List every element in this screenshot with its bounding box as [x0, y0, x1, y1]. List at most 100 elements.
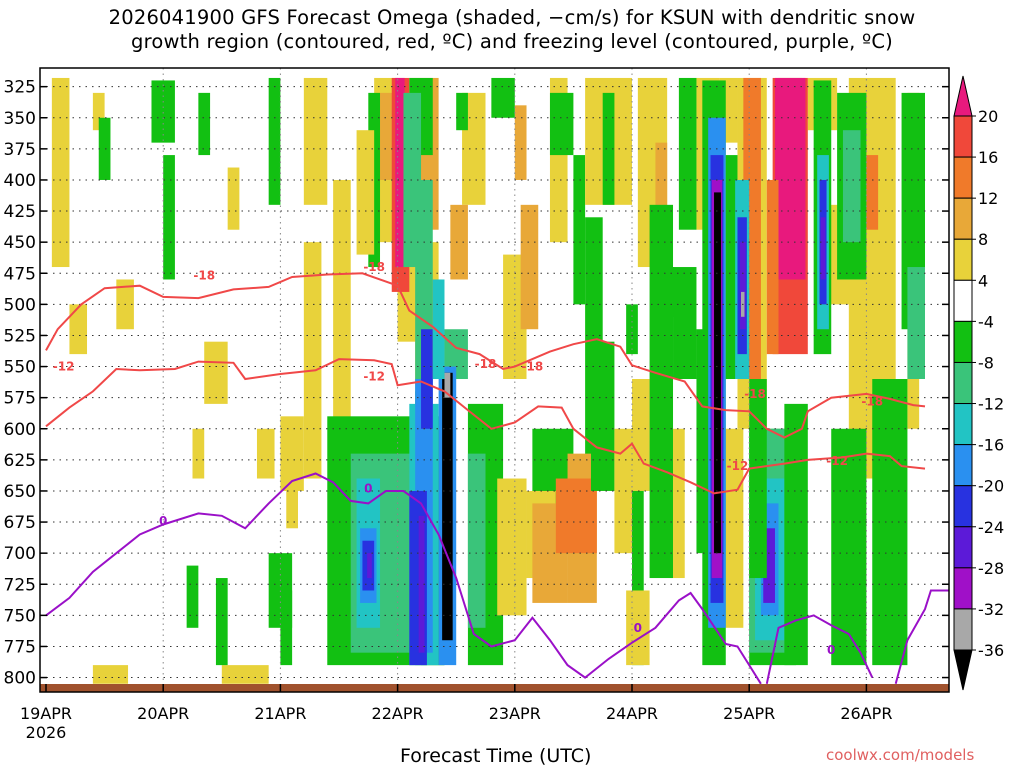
- colorbar-label: 8: [978, 230, 988, 249]
- terrain-strip: [40, 684, 949, 692]
- omega-cell: [442, 372, 453, 641]
- omega-cell: [432, 279, 445, 379]
- omega-cell: [198, 92, 211, 156]
- omega-cell: [450, 204, 468, 280]
- y-tick-label: 600: [4, 420, 36, 440]
- x-axis: 19APR 20APR 21APR 22APR 23APR 24APR 25APR 26APR…: [20, 684, 892, 742]
- omega-cell: [820, 217, 826, 280]
- x-year-label: 2026: [26, 723, 67, 742]
- x-axis-title: Forecast Time (UTC): [400, 745, 592, 767]
- dgz-contour: [45, 272, 926, 439]
- omega-cell: [907, 267, 925, 379]
- y-tick-label: 800: [4, 669, 36, 689]
- dgz-contour-label: -12: [826, 454, 848, 468]
- dgz-contour: [45, 358, 926, 495]
- y-tick-label: 425: [4, 202, 36, 222]
- freezing-level-contour: [765, 614, 874, 685]
- omega-cell: [204, 341, 228, 404]
- x-tick-label: 21APR: [254, 704, 306, 723]
- y-tick-label: 575: [4, 389, 36, 409]
- omega-cell: [395, 77, 405, 268]
- omega-cell: [256, 428, 275, 479]
- colorbar-label: -36: [978, 641, 1004, 660]
- omega-cell: [664, 267, 675, 317]
- colorbar-label: 16: [978, 148, 998, 167]
- colorbar-swatch: [953, 238, 973, 281]
- omega-cell: [418, 515, 425, 653]
- plot-frame: [39, 67, 950, 693]
- colorbar-label: -16: [978, 436, 1004, 455]
- omega-cell: [678, 77, 697, 230]
- colorbar-label: 4: [978, 271, 988, 290]
- omega-cell: [221, 665, 269, 684]
- omega-cell: [444, 372, 451, 398]
- omega-cell: [367, 553, 372, 579]
- omega-cell: [456, 92, 468, 131]
- omega-cell: [92, 92, 105, 131]
- y-tick-label: 700: [4, 544, 36, 564]
- omega-cell: [467, 453, 486, 628]
- omega-cell: [303, 77, 328, 205]
- colorbar-swatch: [953, 526, 973, 569]
- omega-cell: [714, 192, 722, 554]
- omega-cell: [739, 242, 746, 330]
- omega-cell: [866, 155, 879, 230]
- omega-cell: [98, 117, 111, 180]
- omega-cell: [632, 379, 650, 491]
- x-tick-label: 23APR: [489, 704, 541, 723]
- y-tick-label: 675: [4, 513, 36, 533]
- omega-cell: [649, 204, 674, 579]
- dgz-contour-label: -12: [363, 370, 385, 384]
- dgz-contour-label: -12: [727, 459, 749, 473]
- omega-cell: [626, 304, 638, 355]
- freezing-contour-label: 0: [634, 621, 642, 635]
- omega-cell: [303, 242, 322, 479]
- y-tick-label: 400: [4, 171, 36, 191]
- colorbar-swatch: [953, 403, 973, 446]
- y-tick-label: 725: [4, 575, 36, 595]
- colorbar-label: -24: [978, 518, 1004, 537]
- omega-cell: [590, 341, 615, 491]
- colorbar-label: -28: [978, 559, 1004, 578]
- colorbar-swatch: [953, 197, 973, 240]
- dgz-contour-label: -18: [475, 357, 497, 371]
- colorbar-swatch: [953, 279, 973, 322]
- y-tick-label: 475: [4, 264, 36, 284]
- omega-cell: [673, 428, 685, 579]
- colorbar-swatch: [953, 444, 973, 487]
- omega-cell: [92, 665, 129, 684]
- omega-cell: [573, 155, 586, 305]
- y-tick-label: 550: [4, 358, 36, 378]
- omega-cell: [69, 304, 88, 355]
- omega-cell: [268, 77, 281, 205]
- colorbar-label: -4: [978, 312, 994, 331]
- colorbar-swatch: [953, 567, 973, 610]
- omega-cell: [215, 578, 228, 666]
- omega-cell: [842, 130, 861, 243]
- x-tick-label: 19APR: [20, 704, 72, 723]
- colorbar-swatch: [953, 320, 973, 363]
- freezing-level-contour: [894, 589, 949, 685]
- y-tick-label: 750: [4, 606, 36, 626]
- omega-cell: [774, 77, 806, 280]
- dgz-contour-label: -18: [744, 387, 766, 401]
- dgz-contour-label: -18: [522, 360, 544, 374]
- omega-cell: [192, 428, 205, 479]
- omega-cell: [356, 130, 375, 255]
- colorbar-label: -32: [978, 600, 1004, 619]
- colorbar: 20 16 12 8 4 -4 -8 -12 -16 -20 -24 -28 -32 -36: [953, 75, 1004, 691]
- omega-cell: [784, 403, 808, 666]
- omega-cell: [491, 77, 515, 118]
- omega-cell: [520, 204, 539, 330]
- y-tick-label: 350: [4, 109, 36, 129]
- grid-lines: [40, 68, 949, 690]
- colorbar-swatch: [953, 156, 973, 199]
- chart-title: 2026041900 GFS Forecast Omega (shaded, −…: [0, 6, 1024, 54]
- omega-cell: [766, 179, 779, 355]
- omega-cell: [725, 428, 744, 628]
- chart-title-line1: 2026041900 GFS Forecast Omega (shaded, −…: [108, 6, 916, 29]
- omega-cell: [673, 267, 697, 379]
- omega-cell: [51, 77, 70, 268]
- omega-cell: [632, 490, 644, 666]
- omega-cell: [286, 441, 298, 529]
